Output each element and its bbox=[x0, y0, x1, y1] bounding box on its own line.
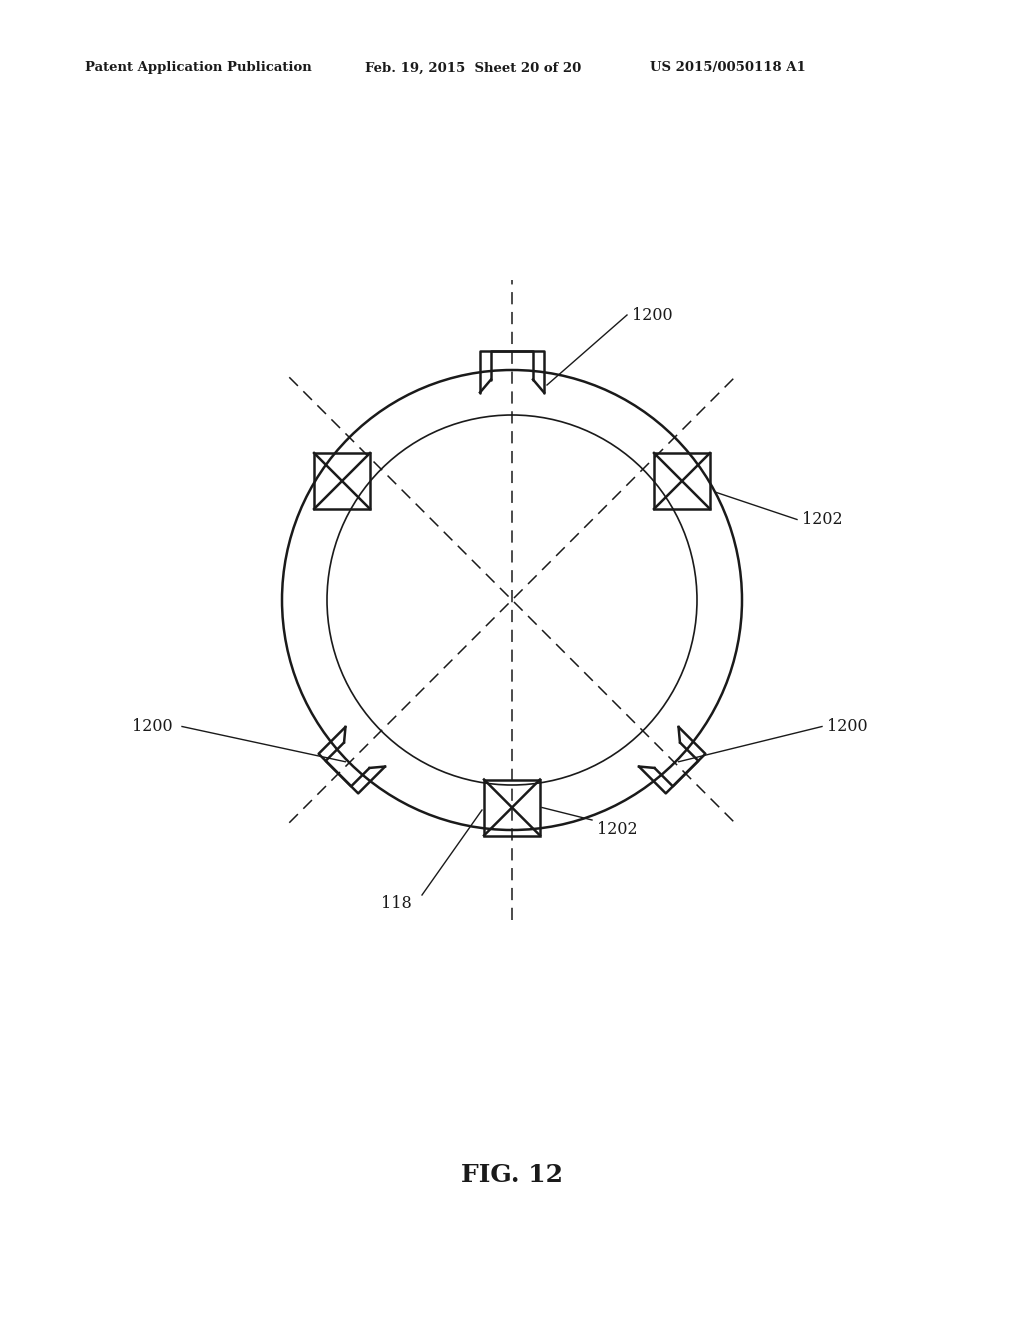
Text: Patent Application Publication: Patent Application Publication bbox=[85, 62, 311, 74]
Text: 1200: 1200 bbox=[132, 718, 173, 735]
Text: US 2015/0050118 A1: US 2015/0050118 A1 bbox=[650, 62, 806, 74]
Text: 1202: 1202 bbox=[597, 821, 638, 838]
Text: 1202: 1202 bbox=[802, 511, 843, 528]
Text: FIG. 12: FIG. 12 bbox=[461, 1163, 563, 1187]
Text: 118: 118 bbox=[381, 895, 412, 912]
Text: Feb. 19, 2015  Sheet 20 of 20: Feb. 19, 2015 Sheet 20 of 20 bbox=[365, 62, 582, 74]
Text: 1200: 1200 bbox=[827, 718, 867, 735]
Text: 1200: 1200 bbox=[632, 306, 673, 323]
